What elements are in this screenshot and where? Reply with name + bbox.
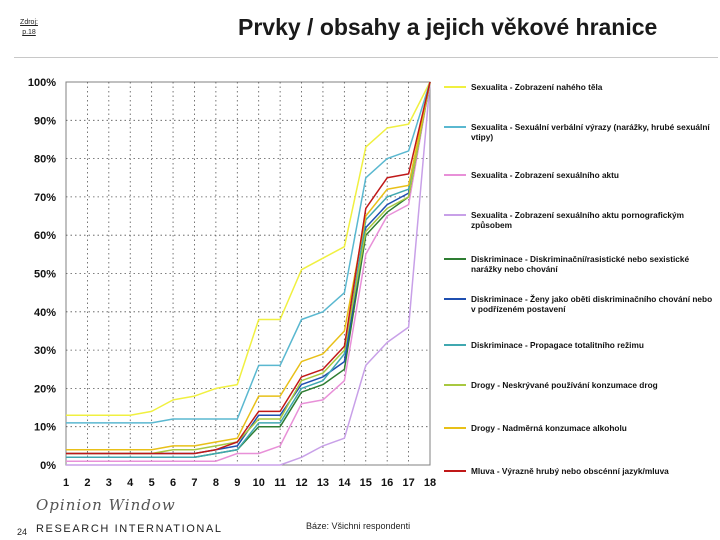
legend-swatch [444,384,466,386]
chart-axes: 0%10%20%30%40%50%60%70%80%90%100%1 2 3 4 5 6 7… [28,77,436,489]
x-tick-label: 18 [424,477,436,489]
y-tick-label: 50% [34,269,56,281]
x-tick-label: 12 [295,477,307,489]
x-tick-label: 16 [381,477,393,489]
legend-label: Drogy - Nadměrná konzumace alkoholu [471,423,627,433]
series-line-4 [66,81,431,466]
title-divider [14,57,718,58]
legend-label: Sexualita - Sexuální verbální výrazy (na… [471,122,710,142]
page-title: Prvky / obsahy a jejich věkové hranice [238,14,658,40]
company-logo: Opinion Window RESEARCH INTERNATIONAL [36,496,236,538]
series-line-7 [66,81,431,459]
x-tick-label: 8 [213,477,219,489]
series-line-10 [66,81,431,455]
legend-label: Drogy - Neskrývané používání konzumace d… [471,380,658,390]
legend-label: Sexualita - Zobrazení sexuálního aktu po… [471,210,685,230]
legend-swatch [444,86,466,88]
y-tick-label: 10% [34,422,56,434]
x-tick-label: 1 [63,477,69,489]
source-note-line2: p.18 [22,29,36,36]
base-note: Báze: Všichni respondenti [306,521,411,531]
x-tick-label: 11 [274,477,286,489]
series-line-9 [66,81,431,451]
legend-label: Sexualita - Zobrazení nahého těla [471,82,603,92]
y-tick-label: 40% [34,307,56,319]
legend-label: Sexualita - Zobrazení sexuálního aktu [471,170,619,180]
legend-label: Diskriminace - Propagace totalitního rež… [471,340,644,350]
series-line-2 [66,81,431,424]
page-number: 24 [17,527,28,537]
legend-label: Mluva - Výrazně hrubý nebo obscénní jazy… [471,466,669,476]
legend-swatch [444,214,466,216]
source-note-line1: Zdroj: [20,19,38,26]
x-tick-label: 9 [234,477,240,489]
x-tick-label: 13 [317,477,329,489]
y-tick-label: 100% [28,77,56,89]
y-tick-label: 90% [34,115,56,127]
legend-swatch [444,344,466,346]
legend-swatch [444,427,466,429]
logo-wordmark-bottom: RESEARCH INTERNATIONAL [36,523,223,535]
y-tick-label: 60% [34,230,56,242]
chart-series [66,81,431,466]
legend-swatch [444,470,466,472]
legend-swatch [444,126,466,128]
logo-wordmark-top: Opinion Window [36,496,176,514]
x-tick-label: 17 [402,477,414,489]
series-line-3 [66,81,431,462]
x-tick-label: 15 [360,477,372,489]
x-tick-label: 6 [170,477,176,489]
line-chart: 0%10%20%30%40%50%60%70%80%90%100%1 2 3 4 5 6 7… [28,77,436,489]
y-tick-label: 0% [40,460,56,472]
x-tick-label: 5 [149,477,155,489]
legend-swatch [444,174,466,176]
x-tick-label: 7 [191,477,197,489]
x-tick-label: 2 [84,477,90,489]
y-tick-label: 70% [34,192,56,204]
legend-swatch [444,258,466,260]
x-tick-label: 10 [253,477,265,489]
y-tick-label: 30% [34,345,56,357]
series-line-1 [66,81,431,416]
legend-label: Diskriminace - Diskriminační/rasistické … [471,254,690,274]
x-tick-label: 4 [127,477,134,489]
x-tick-label: 3 [106,477,112,489]
legend-label: Diskriminace - Ženy jako oběti diskrimin… [471,294,713,314]
y-tick-label: 80% [34,154,56,166]
legend-swatch [444,298,466,300]
x-tick-label: 14 [338,477,351,489]
y-tick-label: 20% [34,383,56,395]
source-note: Zdroj: p.18 [14,18,44,38]
